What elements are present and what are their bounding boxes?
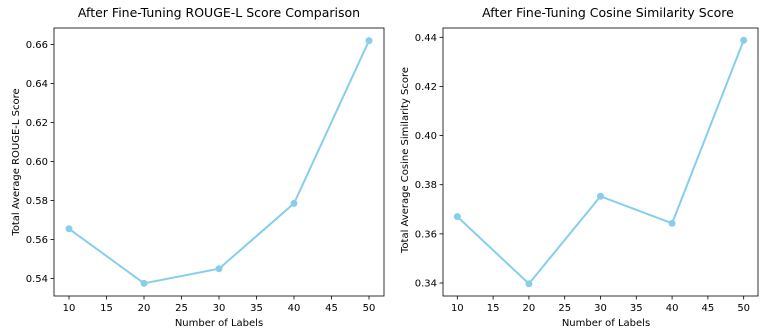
x-tick-label: 15 bbox=[100, 303, 113, 314]
y-axis: 0.54 0.56 0.58 0.60 0.62 0.64 0.66 bbox=[26, 40, 54, 285]
chart-title: After Fine-Tuning Cosine Similarity Scor… bbox=[482, 5, 734, 20]
y-tick-label: 0.38 bbox=[415, 180, 437, 191]
y-tick-label: 0.60 bbox=[26, 157, 48, 168]
plot-frame bbox=[53, 27, 385, 297]
x-axis: 10 15 20 25 30 35 40 45 50 bbox=[63, 296, 376, 314]
x-tick-label: 35 bbox=[250, 303, 263, 314]
data-point bbox=[597, 192, 604, 200]
series-group bbox=[65, 37, 373, 287]
data-point bbox=[453, 213, 461, 221]
data-point bbox=[215, 265, 223, 273]
x-tick-label: 25 bbox=[175, 303, 188, 314]
series-line bbox=[68, 40, 370, 285]
x-axis-label: Number of Labels bbox=[175, 318, 263, 329]
x-tick-label: 35 bbox=[630, 303, 643, 314]
y-tick-label: 0.56 bbox=[26, 235, 48, 246]
y-tick-label: 0.64 bbox=[26, 79, 48, 90]
data-point bbox=[740, 36, 748, 44]
data-point bbox=[365, 37, 373, 45]
y-axis: 0.34 0.36 0.38 0.40 0.42 0.44 bbox=[415, 33, 443, 289]
y-tick-label: 0.58 bbox=[26, 196, 48, 207]
x-axis-label: Number of Labels bbox=[562, 318, 650, 329]
data-point bbox=[65, 225, 73, 233]
y-tick-label: 0.54 bbox=[26, 274, 48, 285]
plot-frame bbox=[442, 27, 759, 297]
y-tick-label: 0.42 bbox=[415, 82, 437, 93]
data-point bbox=[668, 219, 676, 227]
x-axis: 10 15 20 25 30 35 40 45 50 bbox=[451, 296, 750, 314]
y-axis-label: Total Average Cosine Similarity Score bbox=[400, 67, 411, 254]
y-tick-label: 0.36 bbox=[415, 229, 437, 240]
x-tick-label: 20 bbox=[523, 303, 536, 314]
y-tick-label: 0.66 bbox=[26, 40, 48, 51]
x-tick-label: 50 bbox=[737, 303, 750, 314]
series-line bbox=[456, 39, 745, 286]
chart-title: After Fine-Tuning ROUGE-L Score Comparis… bbox=[78, 5, 360, 20]
y-tick-label: 0.62 bbox=[26, 118, 48, 129]
x-tick-label: 45 bbox=[702, 303, 715, 314]
x-tick-label: 50 bbox=[363, 303, 376, 314]
rouge-l-chart: After Fine-Tuning ROUGE-L Score Comparis… bbox=[11, 5, 385, 329]
x-tick-label: 30 bbox=[594, 303, 607, 314]
x-tick-label: 15 bbox=[487, 303, 500, 314]
y-tick-label: 0.44 bbox=[415, 33, 437, 44]
x-tick-label: 45 bbox=[325, 303, 338, 314]
x-tick-label: 10 bbox=[63, 303, 76, 314]
x-tick-label: 30 bbox=[213, 303, 226, 314]
y-axis-label: Total Average ROUGE-L Score bbox=[11, 88, 22, 236]
series-group bbox=[453, 36, 748, 288]
y-tick-label: 0.40 bbox=[415, 131, 437, 142]
y-tick-label: 0.34 bbox=[415, 278, 437, 289]
cosine-similarity-chart: After Fine-Tuning Cosine Similarity Scor… bbox=[400, 5, 759, 329]
x-tick-label: 20 bbox=[138, 303, 151, 314]
x-tick-label: 40 bbox=[288, 303, 301, 314]
data-point bbox=[140, 279, 148, 287]
x-tick-label: 10 bbox=[451, 303, 464, 314]
data-point bbox=[290, 199, 298, 207]
data-point bbox=[525, 280, 533, 288]
x-tick-label: 40 bbox=[666, 303, 679, 314]
x-tick-label: 25 bbox=[558, 303, 571, 314]
